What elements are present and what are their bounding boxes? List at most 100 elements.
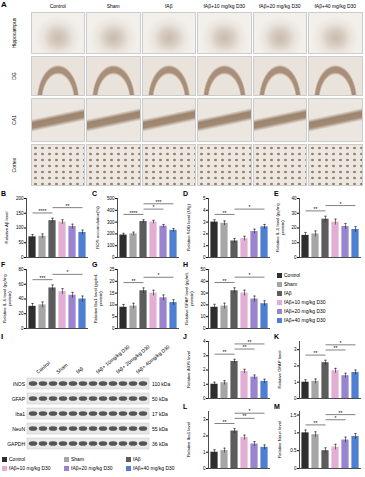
svg-text:3: 3 <box>203 353 206 358</box>
svg-text:0: 0 <box>112 255 115 260</box>
svg-text:**: ** <box>223 278 227 284</box>
svg-text:GAPDH: GAPDH <box>7 441 25 447</box>
svg-text:Control: Control <box>35 360 51 375</box>
svg-text:0: 0 <box>203 326 206 331</box>
svg-text:30: 30 <box>200 291 206 296</box>
svg-text:**: ** <box>223 210 227 216</box>
svg-text:*: * <box>249 272 251 278</box>
svg-text:**: ** <box>314 206 318 212</box>
svg-text:*: * <box>158 272 160 278</box>
svg-text:2: 2 <box>203 433 206 438</box>
svg-text:0: 0 <box>294 396 297 401</box>
svg-text:**: ** <box>339 410 343 416</box>
svg-text:fAβ+ 20mg/kg D30: fAβ+ 20mg/kg D30 <box>115 343 151 375</box>
svg-text:5: 5 <box>203 196 206 201</box>
svg-text:**: ** <box>248 339 252 345</box>
svg-text:fAβ: fAβ <box>75 365 85 375</box>
svg-text:2: 2 <box>203 367 206 372</box>
svg-text:1: 1 <box>294 380 297 385</box>
svg-text:17 kDa: 17 kDa <box>152 411 168 417</box>
svg-text:iNOS: iNOS <box>13 381 26 387</box>
svg-text:Sham: Sham <box>55 362 69 375</box>
svg-text:1: 1 <box>203 243 206 248</box>
svg-text:300: 300 <box>107 220 115 225</box>
svg-text:20: 20 <box>18 311 24 316</box>
svg-text:***: *** <box>40 275 46 281</box>
svg-text:**: ** <box>66 203 70 209</box>
svg-text:20: 20 <box>291 225 297 230</box>
svg-text:50: 50 <box>200 267 206 272</box>
svg-text:150: 150 <box>16 211 24 216</box>
svg-text:**: ** <box>243 413 247 419</box>
svg-text:110 kDa: 110 kDa <box>152 381 170 387</box>
svg-text:0: 0 <box>294 466 297 471</box>
svg-text:0: 0 <box>21 326 24 331</box>
svg-text:1: 1 <box>203 450 206 455</box>
svg-text:2: 2 <box>294 363 297 368</box>
svg-text:60: 60 <box>18 282 24 287</box>
svg-text:100: 100 <box>16 225 24 230</box>
svg-text:50: 50 <box>18 240 24 245</box>
svg-text:Iba1: Iba1 <box>15 411 25 417</box>
svg-text:****: **** <box>39 208 47 214</box>
svg-text:3: 3 <box>203 220 206 225</box>
svg-text:10: 10 <box>200 314 206 319</box>
svg-text:200: 200 <box>107 231 115 236</box>
svg-text:*: * <box>249 204 251 210</box>
svg-text:40: 40 <box>18 296 24 301</box>
svg-text:**: ** <box>223 349 227 355</box>
svg-text:*: * <box>335 415 337 421</box>
svg-text:*: * <box>67 269 69 275</box>
svg-text:*: * <box>340 340 342 346</box>
svg-text:0: 0 <box>203 396 206 401</box>
svg-text:36 kDa: 36 kDa <box>152 441 168 447</box>
svg-text:30: 30 <box>291 211 297 216</box>
svg-text:4: 4 <box>203 208 206 213</box>
svg-text:5: 5 <box>112 314 115 319</box>
svg-text:0: 0 <box>294 255 297 260</box>
svg-text:0: 0 <box>112 326 115 331</box>
svg-text:**: ** <box>314 350 318 356</box>
svg-text:40: 40 <box>291 196 297 201</box>
svg-text:200: 200 <box>16 196 24 201</box>
svg-text:GFAP: GFAP <box>12 396 26 402</box>
svg-text:**: ** <box>132 278 136 284</box>
svg-text:0: 0 <box>203 466 206 471</box>
svg-text:20: 20 <box>200 302 206 307</box>
svg-text:*: * <box>249 408 251 414</box>
svg-text:**: ** <box>243 344 247 350</box>
svg-text:fAβ+ 40mg/kg D30: fAβ+ 40mg/kg D30 <box>135 343 171 375</box>
svg-text:10: 10 <box>109 302 115 307</box>
svg-text:3: 3 <box>203 417 206 422</box>
svg-text:0: 0 <box>203 255 206 260</box>
svg-text:50 kDa: 50 kDa <box>152 396 168 402</box>
svg-text:**: ** <box>314 420 318 426</box>
svg-text:****: **** <box>130 210 138 216</box>
svg-text:4: 4 <box>203 339 206 344</box>
svg-text:10: 10 <box>291 240 297 245</box>
svg-text:25: 25 <box>109 267 115 272</box>
svg-text:80: 80 <box>18 267 24 272</box>
svg-text:*: * <box>340 201 342 207</box>
svg-text:3: 3 <box>294 347 297 352</box>
svg-text:100: 100 <box>107 243 115 248</box>
svg-text:0: 0 <box>21 255 24 260</box>
svg-text:fAβ+ 10mg/kg D30: fAβ+ 10mg/kg D30 <box>95 343 131 375</box>
svg-text:0.5: 0.5 <box>290 448 297 453</box>
svg-text:55 kDa: 55 kDa <box>152 426 168 432</box>
svg-text:15: 15 <box>109 291 115 296</box>
svg-text:2: 2 <box>203 231 206 236</box>
svg-text:*: * <box>153 204 155 210</box>
svg-text:NeuN: NeuN <box>12 426 25 432</box>
html-text:Relative IL-1 level (pg/mg pro: Relative IL-1 level (pg/mg protein) <box>274 202 284 252</box>
svg-text:20: 20 <box>109 279 115 284</box>
svg-text:1: 1 <box>203 382 206 387</box>
svg-text:400: 400 <box>107 208 115 213</box>
svg-text:40: 40 <box>200 279 206 284</box>
svg-text:**: ** <box>223 419 227 425</box>
svg-text:1: 1 <box>294 430 297 435</box>
svg-text:**: ** <box>334 345 338 351</box>
svg-text:500: 500 <box>107 196 115 201</box>
svg-text:1.5: 1.5 <box>290 413 297 418</box>
svg-text:***: *** <box>156 199 162 205</box>
